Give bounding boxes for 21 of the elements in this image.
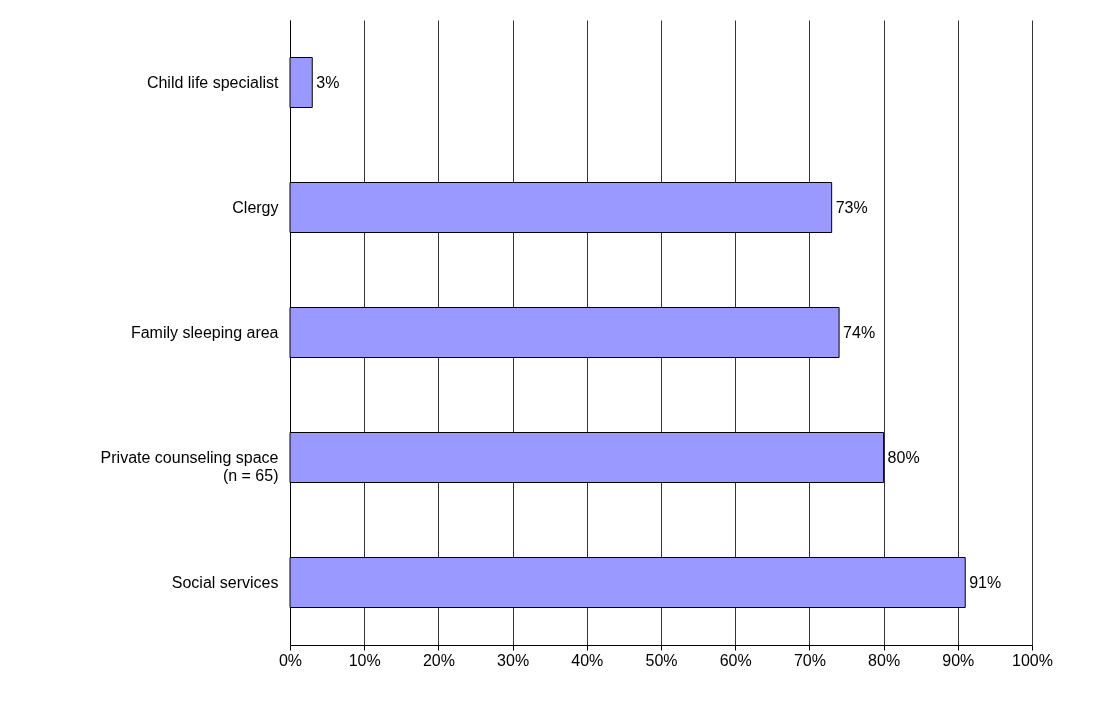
x-tick-label: 80% xyxy=(868,651,901,669)
x-tick-label: 70% xyxy=(793,651,826,669)
x-tick-label: 20% xyxy=(422,651,455,669)
data-label: 73% xyxy=(835,198,868,216)
data-label: 80% xyxy=(887,448,920,466)
x-tick-label: 10% xyxy=(348,651,381,669)
x-tick-label: 100% xyxy=(1012,651,1053,669)
y-tick-label: Child life specialist xyxy=(146,73,280,91)
x-tick-label: 50% xyxy=(645,651,678,669)
data-label: 3% xyxy=(316,73,340,91)
y-tick-label: Clergy xyxy=(232,198,279,216)
y-tick-label: Family sleeping area xyxy=(130,323,279,341)
x-tick-label: 40% xyxy=(571,651,604,669)
y-tick-label: Private counseling space (n = 65) xyxy=(100,448,279,484)
y-tick-label: Social services xyxy=(171,573,279,591)
data-label: 74% xyxy=(843,323,876,341)
data-label: 91% xyxy=(969,573,1002,591)
x-tick-label: 90% xyxy=(942,651,975,669)
x-tick-label: 0% xyxy=(278,651,303,669)
x-tick-label: 30% xyxy=(497,651,530,669)
x-tick-label: 60% xyxy=(719,651,752,669)
